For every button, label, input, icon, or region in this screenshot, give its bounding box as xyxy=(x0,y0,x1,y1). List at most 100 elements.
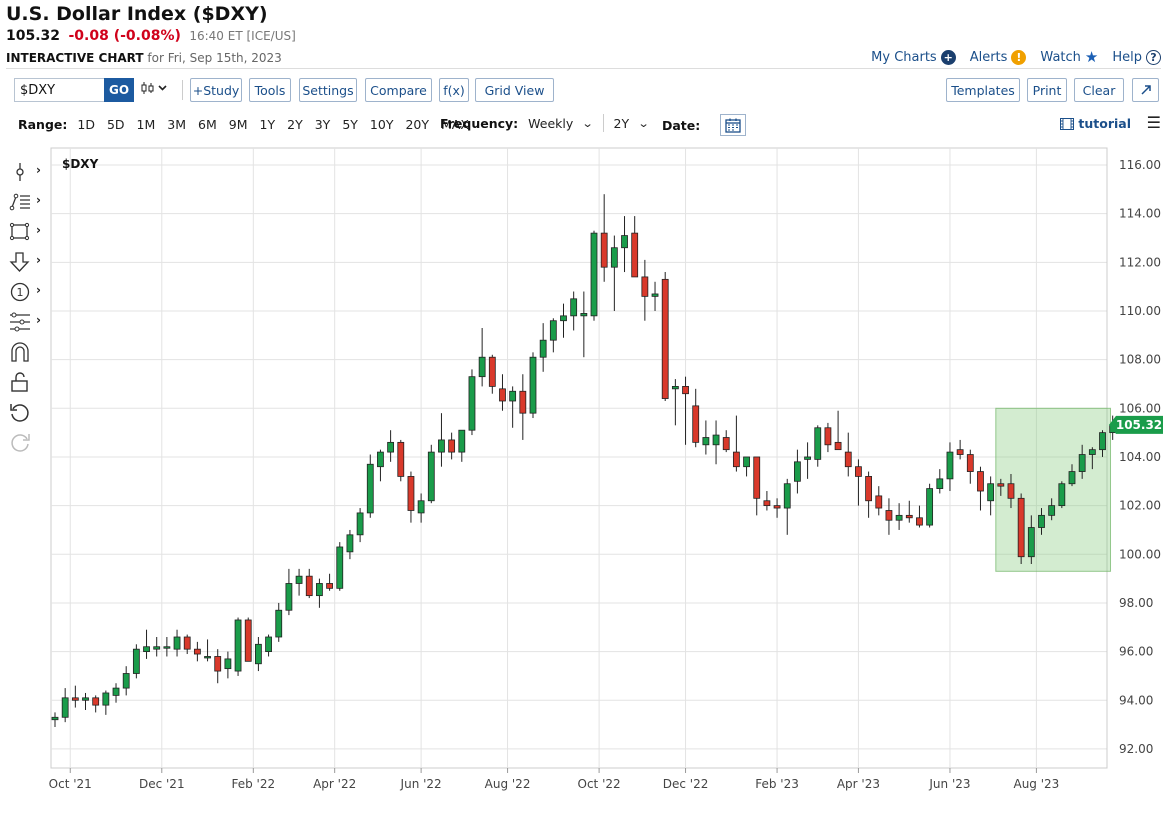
clear-button[interactable]: Clear xyxy=(1074,78,1124,102)
candle-body xyxy=(204,656,211,659)
range-1y[interactable]: 1Y xyxy=(259,116,276,132)
candle-body xyxy=(661,278,669,399)
date-control: Date: xyxy=(662,114,747,136)
symbol-input[interactable] xyxy=(14,78,106,102)
x-tick-label: Apr '23 xyxy=(837,777,880,791)
candle-body xyxy=(448,439,456,453)
crosshair-line-icon xyxy=(16,163,24,181)
tool-label[interactable]: 1 › xyxy=(8,280,48,304)
candle-body xyxy=(499,388,506,402)
chart-type-selector[interactable] xyxy=(140,80,170,100)
settings-button[interactable]: Settings xyxy=(299,78,357,102)
fibonacci-icon xyxy=(9,193,30,211)
candle-body xyxy=(326,583,333,589)
tool-lock[interactable] xyxy=(8,370,48,394)
tool-measure[interactable]: › xyxy=(8,310,48,334)
templates-button[interactable]: Templates xyxy=(946,78,1020,102)
hamburger-menu-icon[interactable]: ☰ xyxy=(1146,113,1161,132)
candle-body xyxy=(254,643,262,665)
tutorial-label: tutorial xyxy=(1078,116,1131,131)
help-link[interactable]: Help ? xyxy=(1112,48,1161,66)
tool-shape[interactable]: › xyxy=(8,220,48,244)
range-5d[interactable]: 5D xyxy=(106,116,125,132)
tool-arrow[interactable]: › xyxy=(8,250,48,274)
tutorial-link[interactable]: tutorial xyxy=(1060,116,1131,131)
candle-body xyxy=(763,500,771,507)
range-2y[interactable]: 2Y xyxy=(287,116,303,132)
numbered-label-icon: 1 xyxy=(10,282,30,302)
candle-body xyxy=(549,320,557,341)
candle-body xyxy=(346,534,354,553)
candle-body xyxy=(143,646,150,653)
go-button[interactable]: GO xyxy=(104,78,134,102)
range-3y[interactable]: 3Y xyxy=(314,116,331,132)
tool-magnet[interactable] xyxy=(8,340,48,364)
candle-body xyxy=(387,441,395,453)
candle-body xyxy=(936,478,944,489)
candle-body xyxy=(397,441,405,477)
tools-button[interactable]: Tools xyxy=(249,78,291,102)
candle-body xyxy=(438,439,445,453)
x-tick-label: Oct '21 xyxy=(49,777,92,791)
candle-body xyxy=(875,495,883,509)
tool-fib[interactable]: › xyxy=(8,190,48,214)
candle-body xyxy=(163,646,171,649)
candle-body xyxy=(478,356,486,378)
expand-button[interactable] xyxy=(1132,78,1159,102)
candle-body xyxy=(610,247,618,268)
period-select[interactable]: 2Y ⌄ xyxy=(614,116,650,131)
candle-body xyxy=(173,636,181,650)
range-max[interactable]: MAX xyxy=(441,116,469,132)
study-button[interactable]: +Study xyxy=(190,78,242,102)
candle-body xyxy=(885,510,893,521)
candle-body xyxy=(702,437,710,446)
candle-body xyxy=(519,390,527,414)
range-3m[interactable]: 3M xyxy=(167,116,187,132)
quote-line: 105.32 -0.08 (-0.08%) 16:40 ET [ICE/US] xyxy=(6,28,296,44)
help-icon: ? xyxy=(1146,49,1161,65)
candle-body xyxy=(366,463,374,514)
my-charts-link[interactable]: My Charts + xyxy=(871,48,956,66)
range-20y[interactable]: 20Y xyxy=(405,116,430,132)
candle-body xyxy=(783,483,791,509)
candle-body xyxy=(102,692,110,706)
print-button[interactable]: Print xyxy=(1027,78,1067,102)
candle-body xyxy=(855,466,862,477)
candle-body xyxy=(183,636,191,650)
range-9m[interactable]: 9M xyxy=(228,116,248,132)
y-tick-label: 110.00 xyxy=(1119,304,1161,318)
grid-view-button[interactable]: Grid View xyxy=(475,78,554,102)
alert-icon: ! xyxy=(1011,49,1027,65)
candle-body xyxy=(193,648,201,655)
tool-undo[interactable] xyxy=(8,400,48,424)
range-5y[interactable]: 5Y xyxy=(342,116,358,132)
calendar-button[interactable] xyxy=(720,114,747,136)
candle-body xyxy=(570,298,578,317)
candle-body xyxy=(305,575,313,597)
x-tick-label: Dec '21 xyxy=(139,777,185,791)
watch-link[interactable]: Watch ★ xyxy=(1040,48,1098,66)
tool-line[interactable]: › xyxy=(8,160,48,184)
alerts-link[interactable]: Alerts ! xyxy=(970,48,1027,66)
candle-body xyxy=(580,313,588,317)
range-1m[interactable]: 1M xyxy=(136,116,156,132)
candle-body xyxy=(814,427,822,460)
candle-body xyxy=(560,315,567,322)
compare-button[interactable]: Compare xyxy=(365,78,432,102)
top-links: My Charts + Alerts ! Watch ★ Help ? xyxy=(871,48,1161,66)
candle-body xyxy=(712,434,720,446)
candle-body xyxy=(987,483,995,502)
candle-body xyxy=(132,648,140,674)
chevron-down-icon: ⌄ xyxy=(637,116,650,130)
range-1d[interactable]: 1D xyxy=(77,116,95,132)
range-6m[interactable]: 6M xyxy=(198,116,217,132)
candle-body xyxy=(732,451,740,468)
highlight-region xyxy=(995,407,1112,572)
tool-redo[interactable] xyxy=(8,430,48,454)
frequency-select[interactable]: Weekly ⌄ xyxy=(528,116,594,131)
function-button[interactable]: f(x) xyxy=(439,78,469,102)
range-10y[interactable]: 10Y xyxy=(369,116,394,132)
y-tick-label: 116.00 xyxy=(1119,158,1161,172)
candle-body xyxy=(71,697,79,701)
